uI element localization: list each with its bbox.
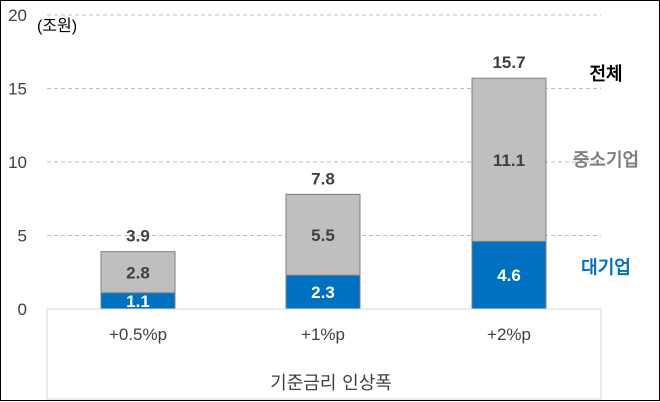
segment-label-sme-1: 5.5 — [311, 226, 335, 245]
y-tick-label-20: 20 — [8, 6, 27, 25]
legend-sme: 중소기업 — [573, 150, 639, 171]
x-category-label-2: +2%p — [487, 325, 531, 344]
segment-labels: 1.1 2.8 2.3 5.5 4.6 11.1 — [126, 151, 525, 311]
total-label-2: 15.7 — [492, 53, 525, 72]
category-table-box — [46, 308, 602, 400]
total-label-1: 7.8 — [311, 169, 335, 188]
bar-segment-sme-1 — [285, 193, 361, 276]
y-tick-label-5: 5 — [18, 227, 27, 246]
bar-segment-sme-2 — [471, 77, 547, 242]
legend-large: 대기업 — [581, 257, 631, 278]
bar-segment-sme-0 — [100, 251, 176, 294]
segment-label-large-2: 4.6 — [497, 266, 521, 285]
total-labels: 3.9 7.8 15.7 — [126, 53, 525, 245]
segment-label-large-1: 2.3 — [311, 283, 335, 302]
y-tick-label-10: 10 — [8, 153, 27, 172]
segment-label-large-0: 1.1 — [126, 292, 150, 311]
y-axis-ticks: 0 5 10 15 20 — [8, 6, 27, 319]
total-label-0: 3.9 — [126, 227, 150, 246]
x-category-label-1: +1%p — [301, 325, 345, 344]
y-tick-label-15: 15 — [8, 80, 27, 99]
y-tick-label-0: 0 — [18, 300, 27, 319]
segment-label-sme-2: 11.1 — [493, 151, 525, 170]
x-axis-categories: +0.5%p +1%p +2%p — [109, 325, 531, 344]
bars — [100, 77, 547, 310]
legend-total: 전체 — [589, 64, 622, 85]
x-axis-label: 기준금리 인상폭 — [270, 373, 392, 394]
y-unit-label: (조원) — [37, 17, 77, 35]
segment-label-sme-0: 2.8 — [126, 263, 150, 282]
x-category-label-0: +0.5%p — [109, 325, 167, 344]
